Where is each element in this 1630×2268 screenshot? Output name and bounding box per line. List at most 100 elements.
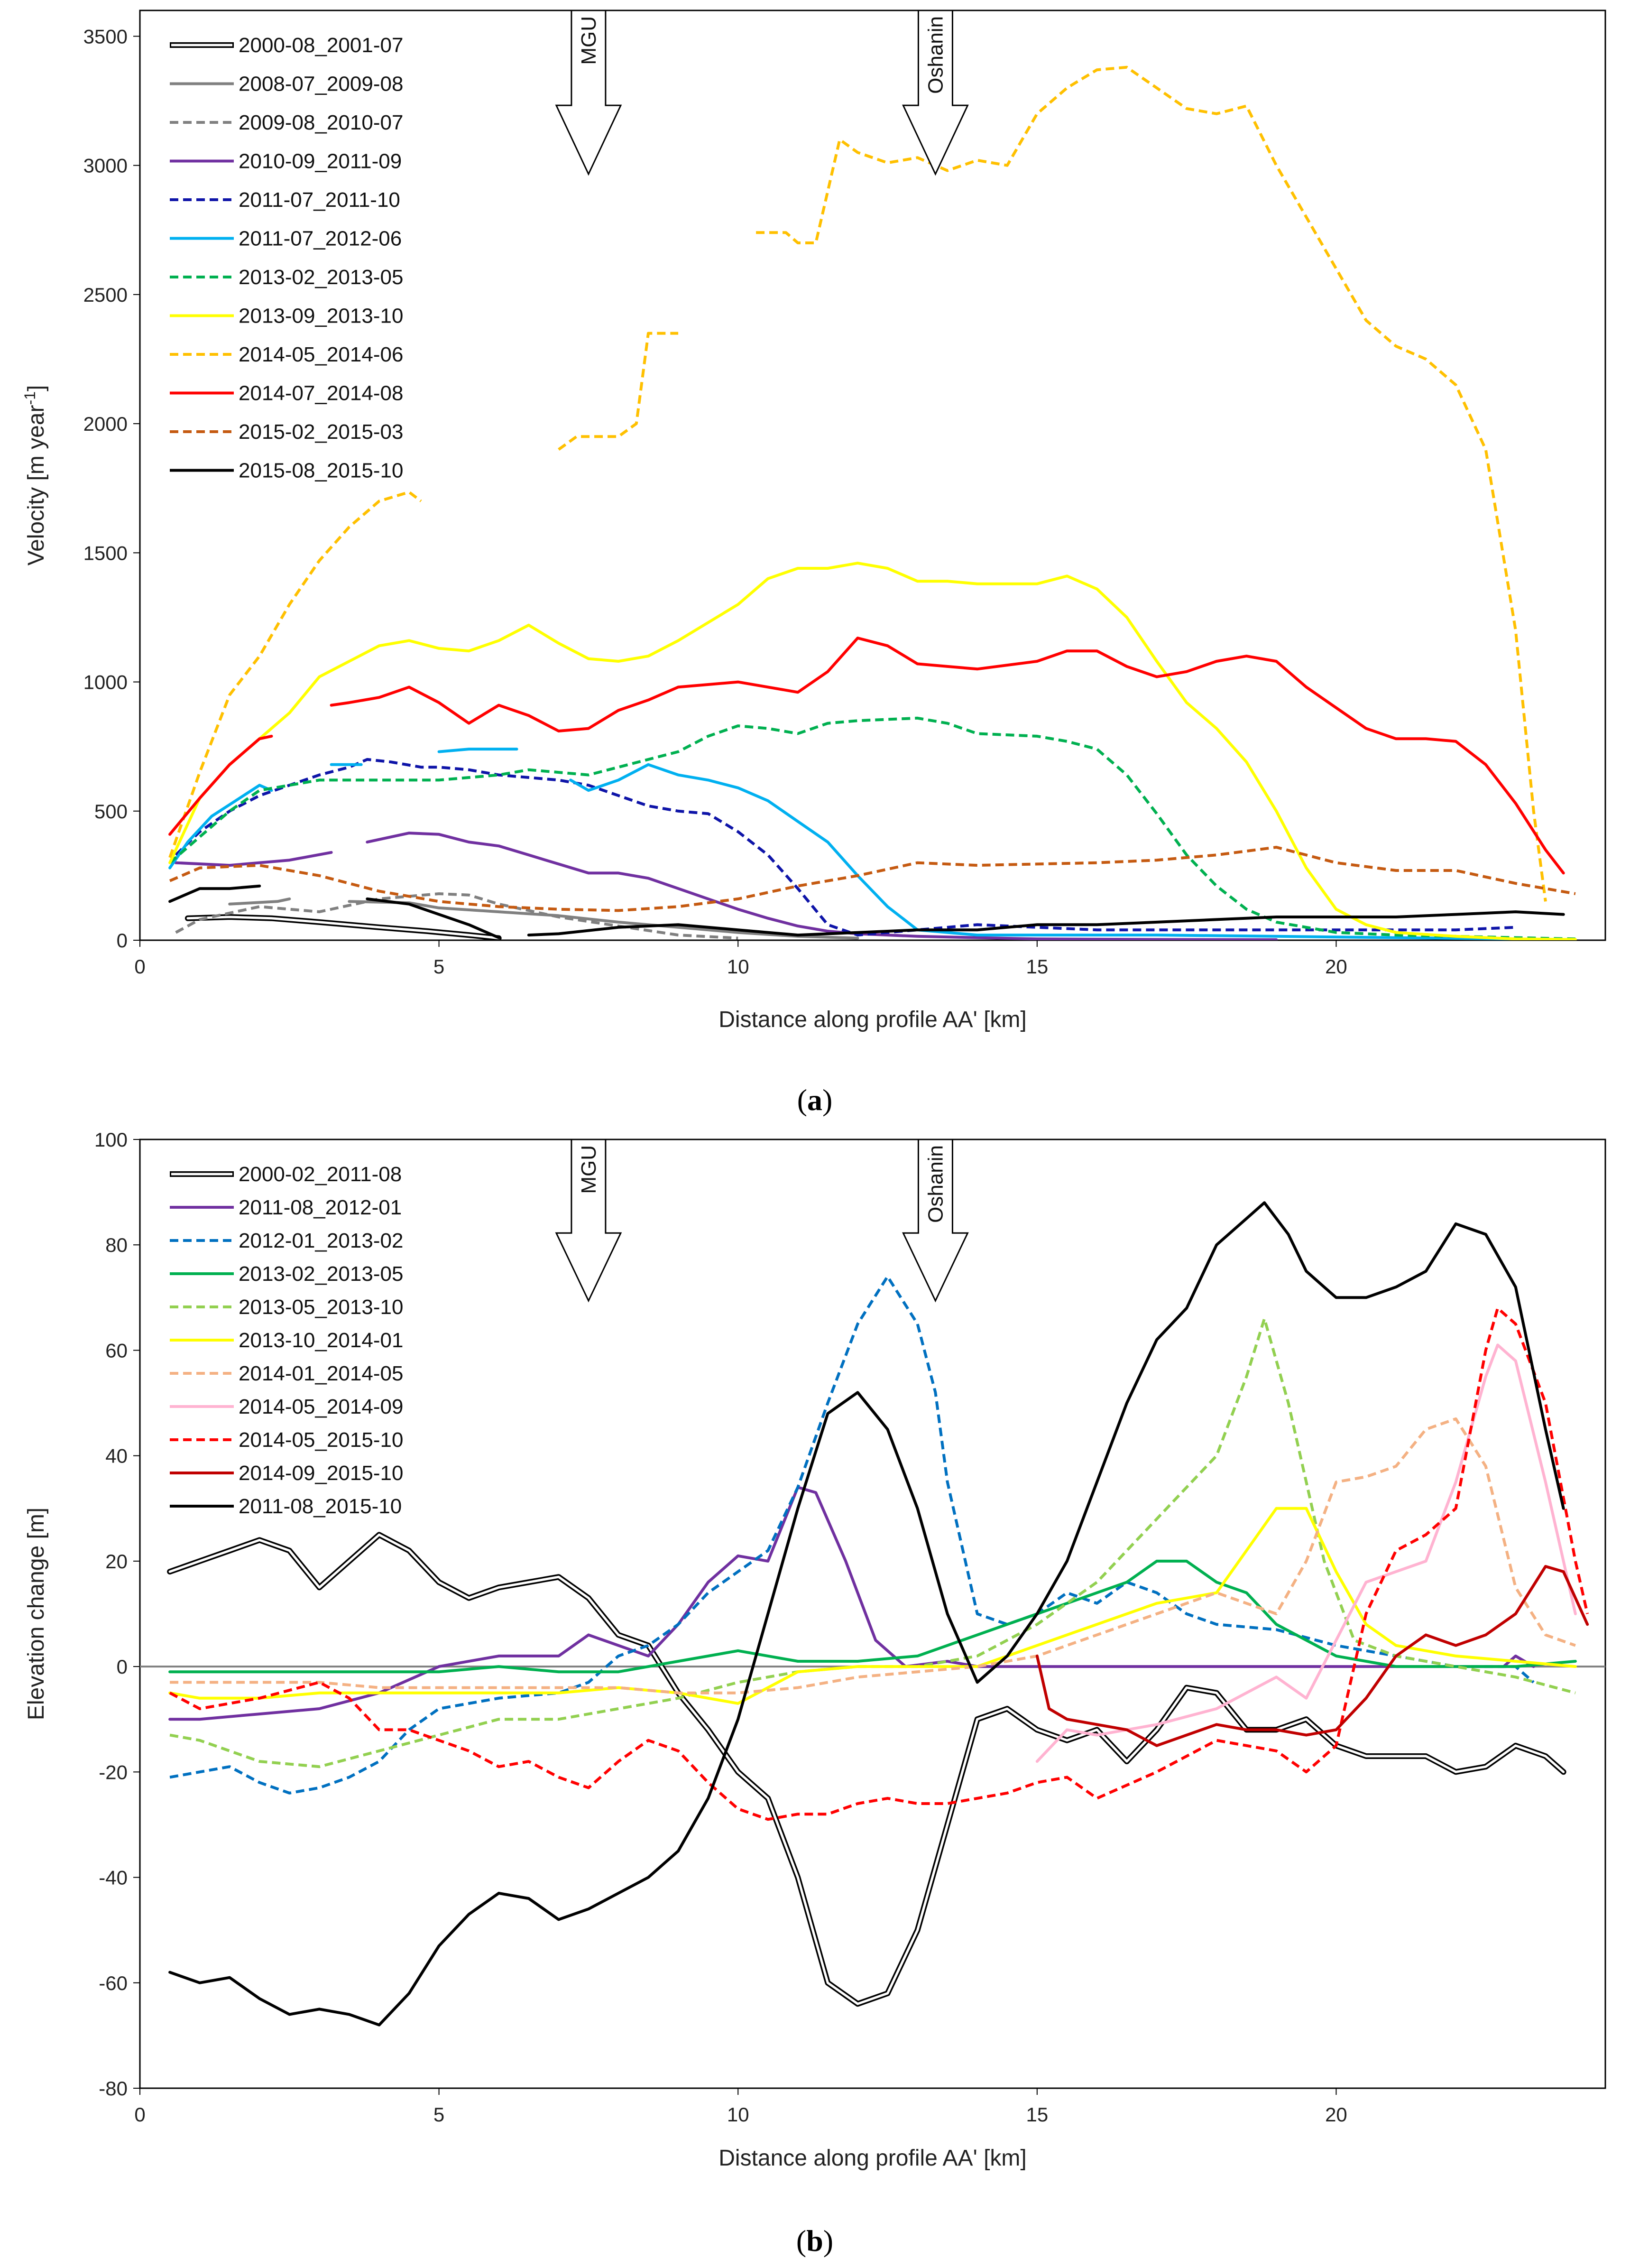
annotation-arrows: MGU Oshanin — [555, 9, 969, 176]
x-tick-label: 15 — [1026, 2103, 1048, 2126]
y-tick-label: -60 — [99, 1972, 128, 1994]
y-tick-label: 500 — [94, 800, 128, 823]
series-line — [170, 1417, 1576, 1694]
series-line — [169, 1317, 1576, 1768]
legend-item: 2000-02_2011-08 — [170, 1163, 402, 1186]
x-tick-label: 5 — [433, 955, 444, 978]
velocity-panel: 0 500 1000 1500 2000 2500 3000 3500 0 5 10 15 20 MG… — [21, 9, 1606, 1117]
y-tick-label: 100 — [94, 1129, 128, 1151]
series-line-inner — [168, 1533, 1565, 2005]
arrow-label: MGU — [577, 1145, 600, 1194]
series-line-segment — [169, 846, 1576, 912]
legend-label: 2012-01_2013-02 — [239, 1229, 403, 1252]
y-axis-label: Velocity [m year-1] — [21, 385, 49, 566]
series-line-segment — [175, 892, 738, 940]
y-tick-label: 0 — [117, 929, 128, 952]
legend-item: 2013-02_2013-05 — [170, 266, 403, 289]
annotation-arrows: MGU Oshanin — [555, 1139, 969, 1303]
legend-label: 2015-02_2015-03 — [239, 420, 403, 444]
y-tick-label: 0 — [117, 1656, 128, 1678]
legend-item: 2014-01_2014-05 — [170, 1362, 403, 1385]
series-line-segment — [558, 332, 679, 451]
series-line — [168, 637, 1565, 875]
plot-area-frame — [139, 9, 1606, 941]
y-tick-label: 80 — [105, 1234, 128, 1256]
y-tick-label: 40 — [105, 1445, 128, 1467]
x-tick-label: 20 — [1325, 2103, 1347, 2126]
series-line-segment — [569, 763, 1517, 940]
x-tick-label: 0 — [134, 955, 145, 978]
legend-label: 2009-08_2010-07 — [239, 111, 403, 134]
x-tick-labels: 0 5 10 15 20 — [134, 940, 1347, 978]
series-line — [168, 748, 1517, 940]
legend-item: 2014-05_2015-10 — [170, 1428, 403, 1452]
y-tick-labels: -80 -60 -40 -20 0 20 40 60 80 100 — [94, 1129, 140, 2100]
legend-item: 2014-09_2015-10 — [170, 1462, 403, 1485]
series-line-segment — [169, 1317, 1576, 1768]
legend-item: 2011-08_2015-10 — [170, 1495, 402, 1518]
series-line-segment — [366, 832, 1278, 940]
legend: 2000-02_2011-08 2011-08_2012-01 2012-01_20… — [170, 1163, 403, 1518]
series-line — [168, 1486, 1535, 1721]
series-group — [140, 1201, 1605, 2027]
series-line-segment — [170, 1417, 1576, 1694]
series-line — [184, 914, 502, 940]
y-tick-label: -80 — [99, 2077, 128, 2100]
y-tick-labels: 0 500 1000 1500 2000 2500 3000 3500 — [83, 25, 140, 952]
arrow-label: Oshanin — [924, 16, 947, 94]
down-arrow-icon — [555, 9, 622, 176]
y-tick-label: 20 — [105, 1550, 128, 1573]
arrow-label: Oshanin — [924, 1145, 947, 1223]
legend-label: 2013-10_2014-01 — [239, 1329, 403, 1352]
legend-label: 2014-07_2014-08 — [239, 382, 403, 405]
legend-item: 2013-05_2013-10 — [170, 1296, 403, 1319]
series-line-inner — [186, 916, 500, 940]
legend-item: 2009-08_2010-07 — [170, 111, 403, 134]
legend-item: 2012-01_2013-02 — [170, 1229, 403, 1252]
series-line — [168, 65, 1547, 902]
legend-item: 2008-07_2009-08 — [170, 73, 403, 96]
series-line — [168, 1201, 1565, 2027]
legend-label: 2014-05_2014-09 — [239, 1395, 403, 1418]
panel-label-a: (a) — [797, 1083, 833, 1117]
series-line-segment — [168, 1559, 1577, 1674]
legend-label: 2000-08_2001-07 — [239, 34, 403, 57]
legend-item: 2011-08_2012-01 — [170, 1196, 402, 1219]
series-line-segment — [1035, 1343, 1577, 1763]
series-line — [168, 1559, 1577, 1674]
legend-item: 2013-02_2013-05 — [170, 1262, 403, 1286]
legend-label: 2000-02_2011-08 — [239, 1163, 402, 1186]
series-line-segment — [168, 1201, 1565, 2027]
series-line — [1035, 1565, 1589, 1747]
series-line-segment — [168, 1507, 1577, 1705]
series-line-segment — [174, 851, 333, 867]
legend-label: 2010-09_2011-09 — [239, 150, 402, 173]
x-tick-label: 15 — [1026, 955, 1048, 978]
series-line — [169, 716, 1575, 940]
down-arrow-icon — [902, 9, 969, 176]
y-axis-label: Elevation change [m] — [24, 1508, 49, 1720]
series-line-segment — [169, 1306, 1589, 1821]
y-tick-label: 1000 — [83, 671, 128, 694]
legend-label: 2014-05_2015-10 — [239, 1428, 403, 1452]
y-tick-label: -40 — [99, 1867, 128, 1889]
legend-label: 2011-07_2012-06 — [239, 227, 402, 250]
series-line-segment — [1035, 1565, 1589, 1747]
legend-label: 2013-05_2013-10 — [239, 1296, 403, 1319]
series-line — [169, 1275, 1535, 1795]
series-line — [174, 832, 1278, 940]
legend-label: 2014-01_2014-05 — [239, 1362, 403, 1385]
series-line-segment — [756, 65, 1547, 902]
legend-label: 2013-02_2013-05 — [239, 1262, 403, 1286]
series-line-segment — [437, 748, 518, 753]
y-tick-label: -20 — [99, 1761, 128, 1783]
down-arrow-icon — [902, 1139, 969, 1303]
series-line — [169, 846, 1576, 912]
series-line-segment — [228, 897, 291, 906]
series-line-segment — [168, 491, 422, 858]
x-axis-label: Distance along profile AA' [km] — [718, 1007, 1026, 1032]
series-line-segment — [175, 758, 1516, 937]
series-line — [167, 1532, 1566, 2007]
series-line — [168, 1507, 1577, 1705]
legend-label: 2011-07_2011-10 — [239, 188, 400, 212]
